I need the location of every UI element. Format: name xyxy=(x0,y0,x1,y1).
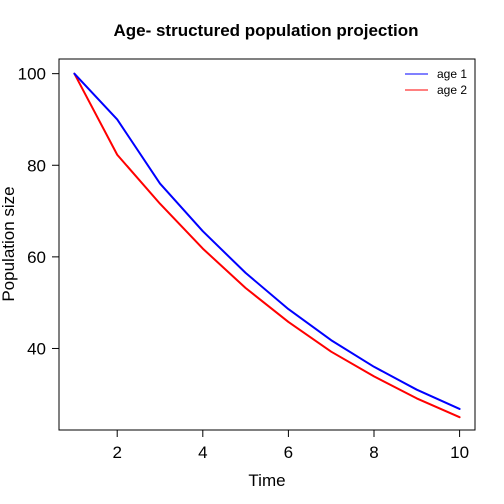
x-tick-label-1: 4 xyxy=(198,443,207,462)
series-line-age-1 xyxy=(74,74,459,409)
chart-title: Age- structured population projection xyxy=(113,21,418,40)
x-tick-label-3: 8 xyxy=(369,443,378,462)
series-line-age-2 xyxy=(74,74,459,418)
legend: age 1 age 2 xyxy=(405,67,467,97)
y-axis: 40 60 80 100 xyxy=(18,65,59,359)
y-tick-label-0: 40 xyxy=(27,339,46,358)
x-tick-label-2: 6 xyxy=(284,443,293,462)
y-tick-label-3: 100 xyxy=(18,65,46,84)
y-tick-label-2: 80 xyxy=(27,156,46,175)
legend-label-age-2: age 2 xyxy=(437,83,467,97)
x-tick-label-4: 10 xyxy=(450,443,469,462)
plot-frame xyxy=(59,59,475,430)
x-tick-label-0: 2 xyxy=(112,443,121,462)
x-axis: 2 4 6 8 10 xyxy=(112,430,469,462)
y-axis-label: Population size xyxy=(0,186,18,301)
series-lines xyxy=(74,74,459,418)
legend-label-age-1: age 1 xyxy=(437,67,467,81)
y-tick-label-1: 60 xyxy=(27,248,46,267)
x-axis-label: Time xyxy=(248,471,285,490)
